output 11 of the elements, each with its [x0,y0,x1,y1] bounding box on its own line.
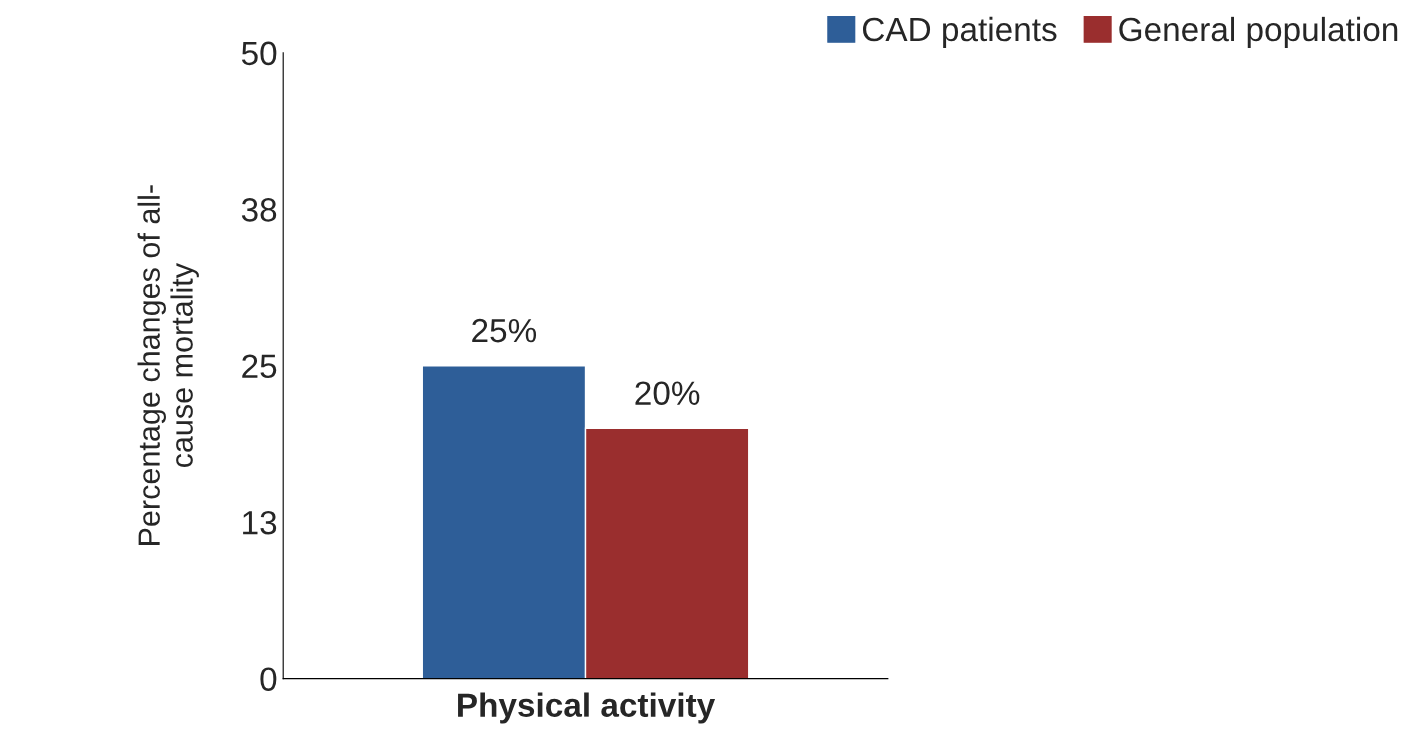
legend-label: CAD patients [862,16,1057,48]
y-tick-label: 50 [241,41,277,66]
y-axis-title: Percentage changes of all- cause mortality [137,185,199,545]
y-tick-label: 38 [241,198,277,222]
y-tick-label: 13 [243,510,277,535]
y-tick-label: 25 [242,354,277,379]
data-label: 20% [635,381,700,406]
data-label: 25% [472,318,537,343]
y-tick-label: 0 [260,667,277,692]
x-tick-label: Physical activity [458,692,716,724]
legend-label: General population [1119,16,1398,48]
